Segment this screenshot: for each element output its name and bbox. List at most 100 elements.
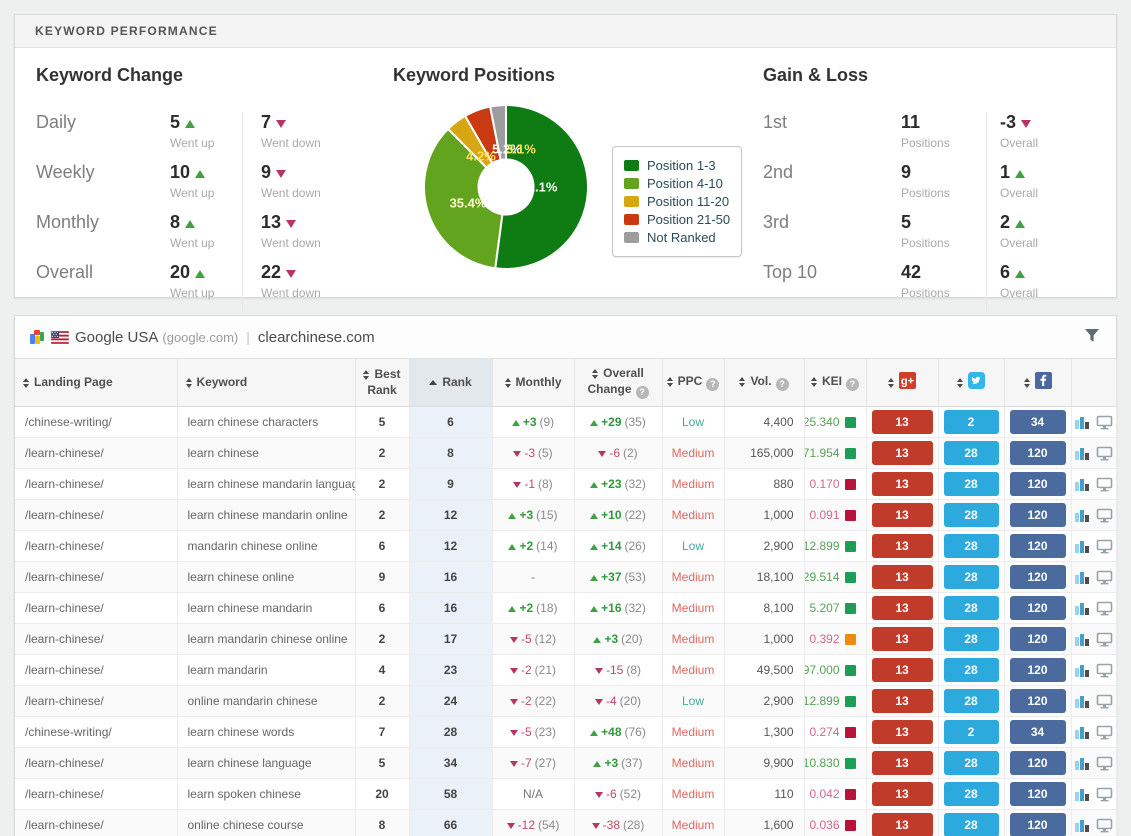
facebook-count-badge[interactable]: 120 [1009, 441, 1066, 465]
gplus-count-badge[interactable]: 13 [871, 658, 933, 682]
facebook-count-badge[interactable]: 120 [1009, 782, 1066, 806]
monitor-icon[interactable] [1096, 601, 1113, 616]
monitor-icon[interactable] [1096, 570, 1113, 585]
bar-chart-icon[interactable] [1074, 414, 1090, 430]
gplus-count-badge[interactable]: 13 [871, 565, 933, 589]
monthly-change-cell: +2 (18) [492, 592, 575, 624]
monitor-icon[interactable] [1096, 787, 1113, 802]
col-header-rank[interactable]: Rank [409, 359, 493, 407]
monitor-icon[interactable] [1096, 446, 1113, 461]
rank-cell: 58 [409, 778, 493, 810]
col-header-google-plus[interactable]: g+ [866, 359, 939, 407]
monitor-icon[interactable] [1096, 694, 1113, 709]
facebook-count-badge[interactable]: 120 [1009, 658, 1066, 682]
twitter-count-badge[interactable]: 28 [943, 565, 999, 589]
col-header-vol[interactable]: Vol.? [724, 359, 805, 407]
gplus-count-badge[interactable]: 13 [871, 534, 933, 558]
monitor-icon[interactable] [1096, 539, 1113, 554]
gplus-count-badge[interactable]: 13 [871, 689, 933, 713]
legend-item[interactable]: Position 21-50 [624, 212, 730, 227]
monitor-icon[interactable] [1096, 756, 1113, 771]
twitter-count-badge[interactable]: 28 [943, 658, 999, 682]
col-header-ppc[interactable]: PPC? [662, 359, 725, 407]
col-header-keyword[interactable]: Keyword [177, 359, 356, 407]
monthly-change-cell: +3 (9) [492, 406, 575, 438]
donut-slice-1[interactable] [494, 103, 589, 270]
twitter-count-badge[interactable]: 28 [943, 472, 999, 496]
twitter-count-badge[interactable]: 28 [943, 534, 999, 558]
facebook-count-badge[interactable]: 120 [1009, 565, 1066, 589]
facebook-count-badge[interactable]: 120 [1009, 813, 1066, 836]
sort-both-icon [888, 377, 894, 388]
legend-item[interactable]: Position 1-3 [624, 158, 730, 173]
twitter-count-badge[interactable]: 2 [943, 720, 999, 744]
help-icon[interactable]: ? [846, 378, 859, 391]
gplus-count-badge[interactable]: 13 [871, 720, 933, 744]
facebook-count-badge[interactable]: 34 [1009, 720, 1066, 744]
twitter-count-badge[interactable]: 28 [943, 751, 999, 775]
donut-slice-5[interactable] [488, 103, 507, 162]
gplus-count-badge[interactable]: 13 [871, 627, 933, 651]
help-icon[interactable]: ? [706, 378, 720, 391]
col-header-best-rank[interactable]: Best Rank [355, 359, 410, 407]
bar-chart-icon[interactable] [1074, 786, 1090, 802]
legend-item[interactable]: Not Ranked [624, 230, 730, 245]
facebook-count-badge[interactable]: 120 [1009, 627, 1066, 651]
legend-item[interactable]: Position 4-10 [624, 176, 730, 191]
bar-chart-icon[interactable] [1074, 724, 1090, 740]
gplus-count-badge[interactable]: 13 [871, 782, 933, 806]
bar-chart-icon[interactable] [1074, 507, 1090, 523]
gplus-count-badge[interactable]: 13 [871, 751, 933, 775]
facebook-count-badge[interactable]: 120 [1009, 534, 1066, 558]
monitor-icon[interactable] [1096, 818, 1113, 833]
facebook-count-badge[interactable]: 34 [1009, 410, 1066, 434]
facebook-count-badge[interactable]: 120 [1009, 472, 1066, 496]
gplus-count-badge[interactable]: 13 [871, 441, 933, 465]
bar-chart-icon[interactable] [1074, 538, 1090, 554]
gplus-count-badge[interactable]: 13 [871, 410, 933, 434]
twitter-count-badge[interactable]: 28 [943, 503, 999, 527]
bar-chart-icon[interactable] [1074, 600, 1090, 616]
facebook-count-badge[interactable]: 120 [1009, 751, 1066, 775]
monitor-icon[interactable] [1096, 725, 1113, 740]
bar-chart-icon[interactable] [1074, 817, 1090, 833]
gplus-count-badge[interactable]: 13 [871, 596, 933, 620]
twitter-count-badge[interactable]: 28 [943, 689, 999, 713]
facebook-count-badge[interactable]: 120 [1009, 503, 1066, 527]
sort-down-arrow [739, 382, 746, 387]
help-icon[interactable]: ? [635, 385, 649, 399]
monitor-icon[interactable] [1096, 632, 1113, 647]
monitor-icon[interactable] [1096, 508, 1113, 523]
twitter-count-badge[interactable]: 28 [943, 782, 999, 806]
col-header-overall-change[interactable]: Overall Change? [574, 359, 663, 407]
bar-chart-icon[interactable] [1074, 755, 1090, 771]
bar-chart-icon[interactable] [1074, 445, 1090, 461]
bar-chart-icon[interactable] [1074, 693, 1090, 709]
col-header-kei[interactable]: KEI? [804, 359, 867, 407]
monitor-icon[interactable] [1096, 663, 1113, 678]
col-header-monthly[interactable]: Monthly [492, 359, 575, 407]
help-icon[interactable]: ? [775, 378, 789, 391]
bar-chart-icon[interactable] [1074, 662, 1090, 678]
legend-item[interactable]: Position 11-20 [624, 194, 730, 209]
monitor-icon[interactable] [1096, 415, 1113, 430]
twitter-count-badge[interactable]: 28 [943, 596, 999, 620]
gplus-count-badge[interactable]: 13 [871, 813, 933, 836]
twitter-count-badge[interactable]: 28 [943, 813, 999, 836]
bar-chart-icon[interactable] [1074, 631, 1090, 647]
filter-icon[interactable] [1084, 328, 1100, 348]
monitor-icon[interactable] [1096, 477, 1113, 492]
gplus-count-badge[interactable]: 13 [871, 503, 933, 527]
gplus-count-badge[interactable]: 13 [871, 472, 933, 496]
facebook-count-badge[interactable]: 120 [1009, 689, 1066, 713]
col-header-facebook[interactable] [1004, 359, 1072, 407]
bar-chart-icon[interactable] [1074, 476, 1090, 492]
col-header-landing-page[interactable]: Landing Page [15, 359, 178, 407]
facebook-count-badge[interactable]: 120 [1009, 596, 1066, 620]
col-header-twitter[interactable] [938, 359, 1005, 407]
bar-chart-icon[interactable] [1074, 569, 1090, 585]
twitter-count-badge[interactable]: 28 [943, 627, 999, 651]
keyword-positions-donut-chart[interactable]: 52.1% 35.4% 4.2% 5.2% 3.1% [411, 92, 601, 282]
twitter-count-badge[interactable]: 2 [943, 410, 999, 434]
twitter-count-badge[interactable]: 28 [943, 441, 999, 465]
